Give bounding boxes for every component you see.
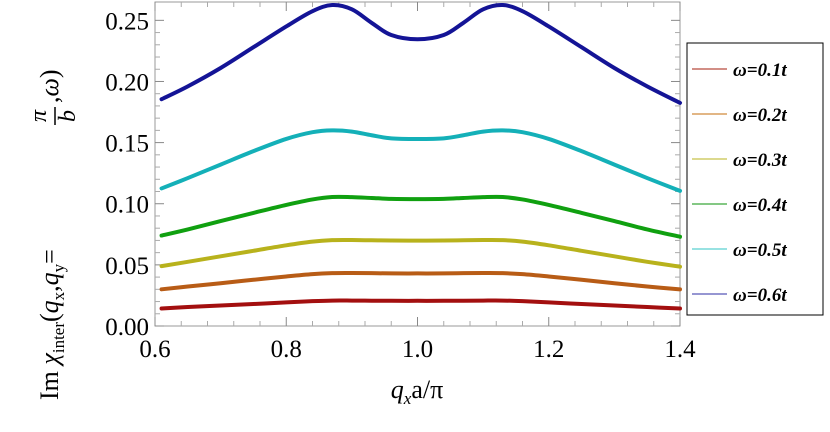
legend-label: ω=0.4t bbox=[733, 195, 787, 216]
y-label-frac-den: b bbox=[55, 110, 81, 122]
legend-label: ω=0.3t bbox=[733, 150, 787, 171]
series-layer bbox=[159, 3, 682, 311]
svg-text:,ω): ,ω) bbox=[35, 69, 64, 103]
y-axis-label: Im χinter(qx,qy= π b ,ω) bbox=[26, 69, 81, 400]
x-tick-label: 1.4 bbox=[664, 336, 696, 363]
y-tick-label: 0.15 bbox=[105, 131, 149, 158]
series-line-2 bbox=[159, 271, 682, 292]
x-tick-label: 1.2 bbox=[533, 336, 564, 363]
legend-label: ω=0.5t bbox=[733, 240, 787, 261]
y-tick-label: 0.05 bbox=[105, 253, 149, 280]
series-line-4 bbox=[159, 194, 682, 239]
legend-label: ω=0.1t bbox=[733, 60, 787, 81]
y-tick-label: 0.20 bbox=[105, 69, 149, 96]
legend-label: ω=0.2t bbox=[733, 105, 787, 126]
y-label-frac-num: π bbox=[26, 109, 52, 122]
legend: ω=0.1t ω=0.2t ω=0.3t ω=0.4t ω=0.5t ω=0.6t bbox=[692, 60, 787, 306]
y-axis: 0.00 0.05 0.10 0.15 0.20 0.25 bbox=[105, 8, 680, 341]
legend-label: ω=0.6t bbox=[733, 285, 787, 306]
x-tick-label: 0.6 bbox=[139, 336, 170, 363]
legend-box bbox=[686, 42, 824, 316]
x-tick-label: 0.8 bbox=[271, 336, 302, 363]
x-axis: 0.6 0.8 1.0 1.2 1.4 bbox=[139, 2, 696, 363]
plot-frame bbox=[154, 1, 681, 327]
series-line-3 bbox=[159, 238, 682, 269]
y-tick-label: 0.25 bbox=[105, 8, 149, 35]
series-line-1 bbox=[159, 298, 682, 311]
series-line-6 bbox=[159, 3, 682, 105]
x-axis-label: qxa/π bbox=[391, 375, 443, 408]
svg-text:Im χinter(qx,qy=: Im χinter(qx,qy= bbox=[35, 249, 68, 400]
y-tick-label: 0.10 bbox=[105, 192, 149, 219]
series-line-5 bbox=[159, 128, 682, 193]
x-tick-label: 1.0 bbox=[402, 336, 433, 363]
y-tick-label: 0.00 bbox=[105, 314, 149, 341]
